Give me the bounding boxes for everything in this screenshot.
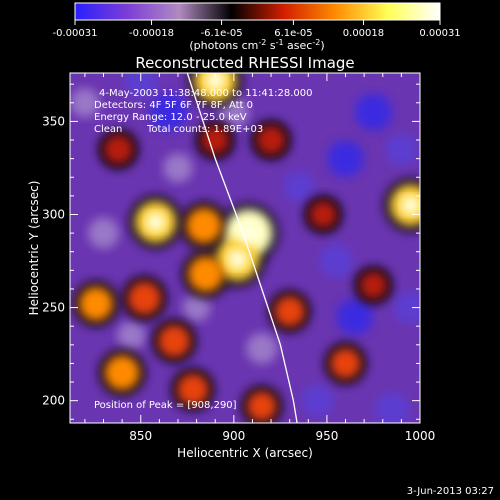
y-tick-label: 350: [42, 114, 65, 128]
heatmap-cool-source: [283, 170, 315, 203]
footer-date: 3-Jun-2013 03:27: [407, 486, 494, 497]
y-tick-label: 250: [42, 301, 65, 315]
heatmap-hot-source: [274, 295, 306, 327]
heatmap-hot-source: [330, 348, 361, 379]
x-tick-label: 900: [222, 429, 245, 443]
heatmap-cool-source: [149, 93, 188, 132]
x-tick-label: 1000: [405, 429, 436, 443]
heatmap-hot-source: [309, 200, 337, 229]
heatmap-sources: [70, 73, 420, 423]
heatmap-cool-source: [393, 290, 420, 325]
heatmap-cool-source: [163, 153, 193, 183]
heatmap-source-core: [227, 249, 248, 269]
colorbar-tick-label: -0.00018: [129, 28, 174, 39]
annotation-clean: Clean: [94, 124, 122, 135]
heatmap-hot-source: [359, 271, 388, 299]
heatmap-cool-source: [374, 392, 410, 423]
colorbar-tick-label: 0.00018: [343, 28, 384, 39]
heatmap-cool-source: [354, 93, 393, 131]
plot-frame: [69, 72, 421, 424]
heatmap-source-core: [146, 212, 166, 232]
heatmap-cool-source: [246, 333, 278, 364]
x-tick-label: 950: [315, 429, 338, 443]
heatmap-hot-source: [185, 207, 223, 244]
annotation-energy: Energy Range: 12.0 - 25.0 keV: [94, 112, 247, 123]
heatmap-hot-source: [127, 281, 162, 316]
colorbar-unit-label: (photons cm-2 s-1 asec-2): [189, 38, 324, 52]
heatmap-cool-source: [70, 88, 100, 118]
heatmap-hot-source: [256, 125, 286, 155]
heatmap-hot-source: [177, 373, 209, 406]
annotation-peak: Position of Peak = [908,290]: [94, 400, 237, 411]
heatmap-source-core: [205, 73, 225, 91]
colorbar: -0.00031 -0.00018 -6.1e-05 6.1e-05 0.00018 0.…: [53, 2, 461, 52]
solar-limb-curve: [186, 73, 298, 423]
chart-title: Reconstructed RHESSI Image: [135, 54, 354, 72]
annotation-time: 4-May-2003 11:38:48.000 to 11:41:28.000: [99, 88, 312, 99]
heatmap-cool-source: [318, 243, 354, 279]
colorbar-strip: [74, 2, 441, 21]
heatmap-hot-source: [78, 286, 114, 322]
colorbar-tick-label: -6.1e-05: [201, 28, 243, 39]
heatmap-cool-source: [327, 140, 364, 177]
heatmap-cool-source: [117, 321, 146, 350]
colorbar-tick-label: 0.00031: [419, 28, 460, 39]
colorbar-tick-label: 6.1e-05: [274, 28, 312, 39]
heatmap-hot-source: [246, 391, 277, 422]
heatmap-cool-source: [123, 73, 158, 98]
heatmap-cool-source: [301, 384, 334, 417]
heatmap-cool-source: [88, 217, 119, 249]
heatmap-hot-source: [201, 125, 230, 155]
heatmap-hot-source: [157, 324, 191, 358]
heatmap-cool-source: [336, 298, 373, 336]
x-axis-label: Heliocentric X (arcsec): [177, 446, 313, 460]
x-axis-ticks: 850 900 950 1000: [84, 73, 436, 443]
x-tick-label: 850: [129, 429, 152, 443]
colorbar-ticks: -0.00031 -0.00018 -6.1e-05 6.1e-05 0.00018 0.…: [53, 20, 461, 39]
heatmap-source-core: [401, 195, 420, 215]
heatmap-image: [70, 73, 420, 423]
y-tick-label: 300: [42, 207, 65, 221]
colorbar-tick-label: -0.00031: [53, 28, 98, 39]
heatmap-source-core: [237, 222, 260, 244]
annotation-block: 4-May-2003 11:38:48.000 to 11:41:28.000 …: [94, 88, 312, 411]
heatmap-cool-source: [385, 133, 418, 166]
y-tick-label: 200: [42, 394, 65, 408]
y-axis-label: Heliocentric Y (arcsec): [27, 181, 41, 316]
annotation-counts: Total counts: 1.89E+03: [146, 124, 263, 135]
heatmap-hot-source: [104, 355, 140, 391]
heatmap-cool-source: [182, 293, 211, 322]
heatmap-hot-source: [103, 134, 133, 164]
y-axis-ticks: 200 250 300 350: [42, 83, 420, 420]
heatmap-hot-source: [187, 255, 225, 293]
annotation-detectors: Detectors: 4F 5F 6F 7F 8F, Att 0: [94, 100, 253, 111]
